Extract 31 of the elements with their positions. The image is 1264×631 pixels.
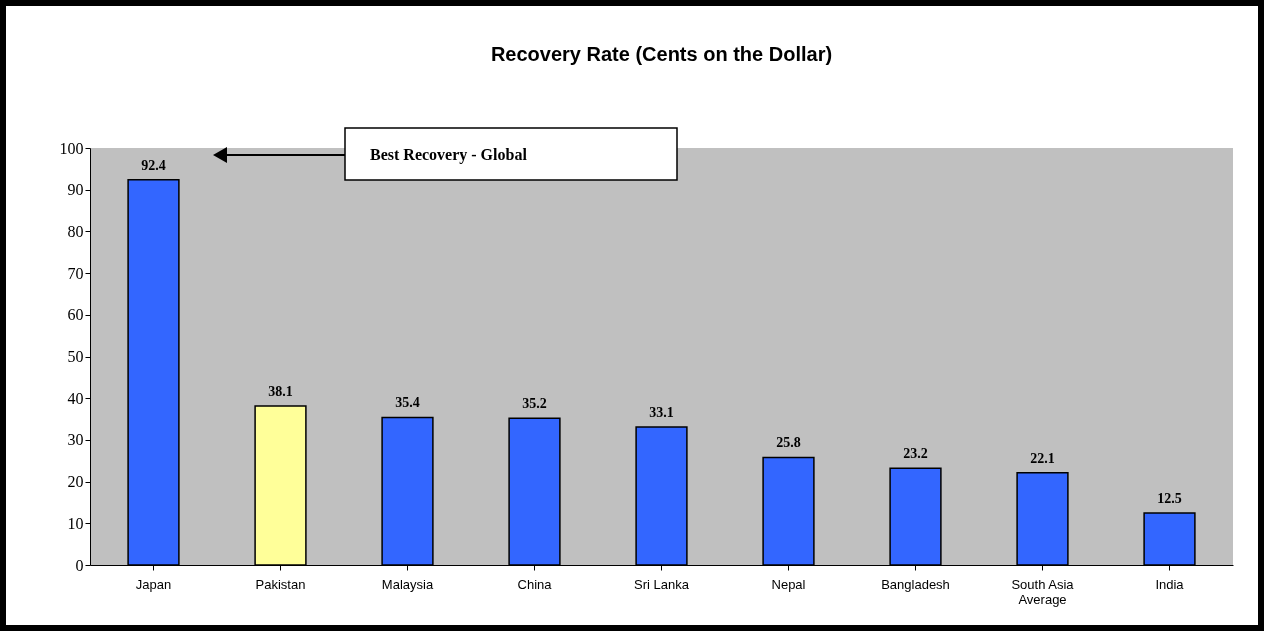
y-tick-label: 100 (59, 139, 84, 157)
y-tick-label: 0 (75, 556, 84, 574)
x-tick-label: India (1155, 576, 1185, 592)
x-tick-label: Pakistan (255, 576, 306, 592)
data-label: 33.1 (649, 404, 674, 420)
x-tick-label: Malaysia (381, 576, 434, 592)
data-label: 35.2 (522, 396, 547, 412)
y-tick-label: 40 (67, 389, 84, 407)
y-tick-label: 80 (67, 222, 84, 240)
y-tick-label: 70 (67, 264, 84, 282)
data-label: 23.2 (903, 446, 928, 462)
data-label: 38.1 (268, 384, 293, 400)
x-tick-label: Nepal (771, 576, 806, 592)
data-label: 92.4 (141, 157, 166, 173)
x-tick-label: Japan (135, 576, 172, 592)
x-tick-label: Sri Lanka (634, 576, 690, 592)
x-tick-label: Bangladesh (881, 576, 950, 592)
y-tick-label: 90 (67, 181, 84, 199)
y-tick-label: 50 (67, 348, 84, 365)
chart-title: Recovery Rate (Cents on the Dollar) (490, 43, 833, 66)
data-label: 35.4 (395, 395, 420, 411)
x-tick-label: China (517, 576, 553, 592)
y-tick-label: 10 (67, 514, 84, 532)
data-label: 12.5 (1157, 490, 1182, 506)
y-tick-label: 60 (67, 306, 84, 324)
y-tick-label: 30 (67, 431, 84, 449)
data-label: 22.1 (1030, 450, 1055, 466)
data-label: 25.8 (776, 435, 801, 451)
x-tick-label: South Asia Average (1011, 576, 1075, 607)
annotation: Best Recovery - Global (370, 146, 528, 164)
y-tick-label: 20 (67, 473, 84, 491)
